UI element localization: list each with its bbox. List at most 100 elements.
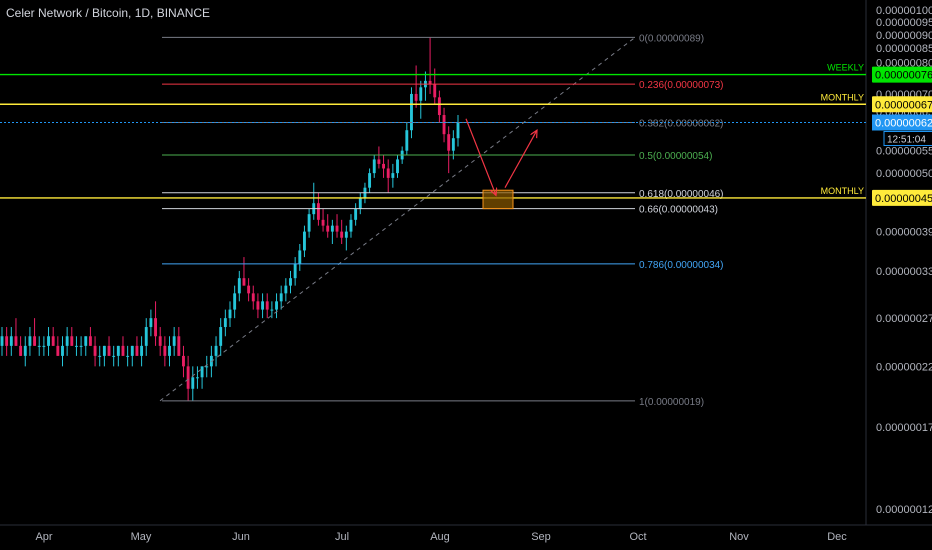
candle-body: [372, 159, 376, 174]
candle: [298, 243, 302, 271]
candle-body: [195, 377, 199, 379]
candle: [386, 159, 390, 193]
candle-body: [42, 345, 46, 347]
candle-body: [0, 336, 4, 346]
candle-body: [5, 336, 9, 346]
horizontal-level-name: WEEKLY: [827, 63, 864, 73]
candle: [93, 336, 97, 367]
price-tick-label: 0.00000100: [876, 5, 932, 17]
candle: [84, 336, 88, 356]
fib-trend-line[interactable]: [159, 37, 636, 402]
candle-body: [9, 336, 13, 346]
candle-body: [293, 263, 297, 279]
candle-body: [265, 301, 269, 310]
time-tick-label: Oct: [629, 531, 646, 543]
horizontal-level-price-badge: [872, 96, 932, 113]
candle: [437, 90, 441, 123]
chart-title: Celer Network / Bitcoin, 1D, BINANCE: [6, 6, 211, 20]
candle-body: [368, 173, 372, 188]
time-tick-label: Jun: [232, 531, 250, 543]
candle-body: [47, 336, 50, 346]
candle: [377, 146, 381, 169]
candle: [33, 318, 37, 346]
candle: [358, 192, 362, 215]
horizontal-level-price-label: 0.00000067: [875, 99, 932, 111]
candle: [321, 208, 325, 232]
candle: [56, 336, 60, 356]
candle: [354, 203, 358, 226]
candle: [70, 327, 74, 346]
candle-body: [144, 327, 148, 346]
candle-body: [70, 336, 74, 346]
candle-body: [135, 345, 139, 356]
up-arrow[interactable]: [504, 130, 537, 188]
price-tick-label: 0.00000095: [876, 17, 932, 29]
candle: [242, 257, 246, 286]
candle-body: [149, 318, 153, 328]
candle: [14, 318, 18, 346]
candle-body: [442, 115, 446, 135]
price-tick-label: 0.00000027: [876, 313, 932, 325]
horizontal-level-price-label: 0.00000076: [875, 70, 932, 82]
candle-body: [354, 208, 358, 220]
candle: [51, 327, 55, 346]
candle: [19, 336, 23, 356]
candle-body: [270, 309, 274, 311]
candle-body: [112, 355, 116, 357]
horizontal-level-name: MONTHLY: [821, 92, 864, 102]
candle: [116, 345, 120, 367]
candle: [102, 345, 106, 367]
candle-body: [344, 231, 348, 238]
candle: [200, 366, 204, 389]
candle: [154, 301, 157, 346]
fib-level-label: 0(0.00000089): [639, 33, 704, 44]
candle-body: [256, 301, 260, 310]
horizontal-level-price-label: 0.00000045: [875, 193, 932, 205]
candle-body: [28, 336, 32, 346]
target-zone-box[interactable]: [482, 189, 514, 210]
candle-body: [219, 327, 223, 346]
candle: [326, 214, 330, 238]
candle-body: [51, 336, 55, 346]
candle: [98, 345, 102, 367]
candle-body: [251, 293, 255, 302]
candle: [251, 285, 255, 310]
candle-body: [233, 293, 237, 310]
price-tick-label: 0.00000050: [876, 168, 932, 180]
time-tick-label: Sep: [531, 531, 551, 543]
candle: [219, 318, 223, 356]
candle-body: [428, 80, 432, 85]
candle: [270, 301, 274, 319]
candle: [168, 336, 171, 367]
candle: [233, 285, 237, 319]
candle-body: [186, 366, 190, 389]
candle: [172, 327, 176, 356]
candle: [293, 257, 297, 286]
down-arrow[interactable]: [465, 118, 496, 196]
candle: [428, 37, 432, 94]
price-tick-label: 0.00000080: [876, 58, 932, 70]
candle-body: [289, 278, 292, 286]
candle-body: [88, 336, 92, 346]
candle-body: [182, 355, 185, 367]
time-tick-label: Jul: [335, 531, 349, 543]
candle: [126, 345, 130, 367]
candle: [372, 155, 376, 178]
candle-body: [396, 159, 399, 174]
candle-body: [200, 366, 204, 378]
candle: [0, 327, 4, 356]
candle: [335, 214, 339, 238]
price-tick-label: 0.00000033: [876, 266, 932, 278]
horizontal-level-price-badge: [872, 189, 932, 206]
candle-body: [172, 336, 176, 346]
candle-body: [456, 122, 460, 139]
candle: [405, 122, 409, 156]
candle-body: [405, 130, 409, 151]
candle-body: [303, 231, 306, 251]
candle: [307, 208, 311, 238]
candle-body: [340, 231, 344, 238]
price-tick-label: 0.00000039: [876, 227, 932, 239]
fib-level-label: 0.66(0.00000043): [639, 205, 718, 216]
